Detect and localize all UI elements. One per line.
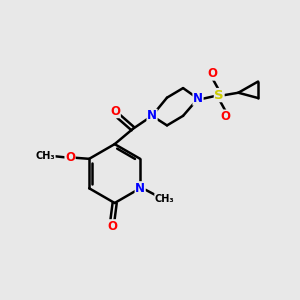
Text: O: O [65,151,75,164]
Text: O: O [208,67,218,80]
Text: S: S [214,88,224,102]
Text: CH₃: CH₃ [35,151,55,161]
Text: N: N [135,182,145,195]
Text: O: O [110,105,120,118]
Text: O: O [221,110,231,123]
Text: N: N [147,109,157,122]
Text: CH₃: CH₃ [155,194,174,204]
Text: O: O [107,220,117,233]
Text: N: N [193,92,203,105]
